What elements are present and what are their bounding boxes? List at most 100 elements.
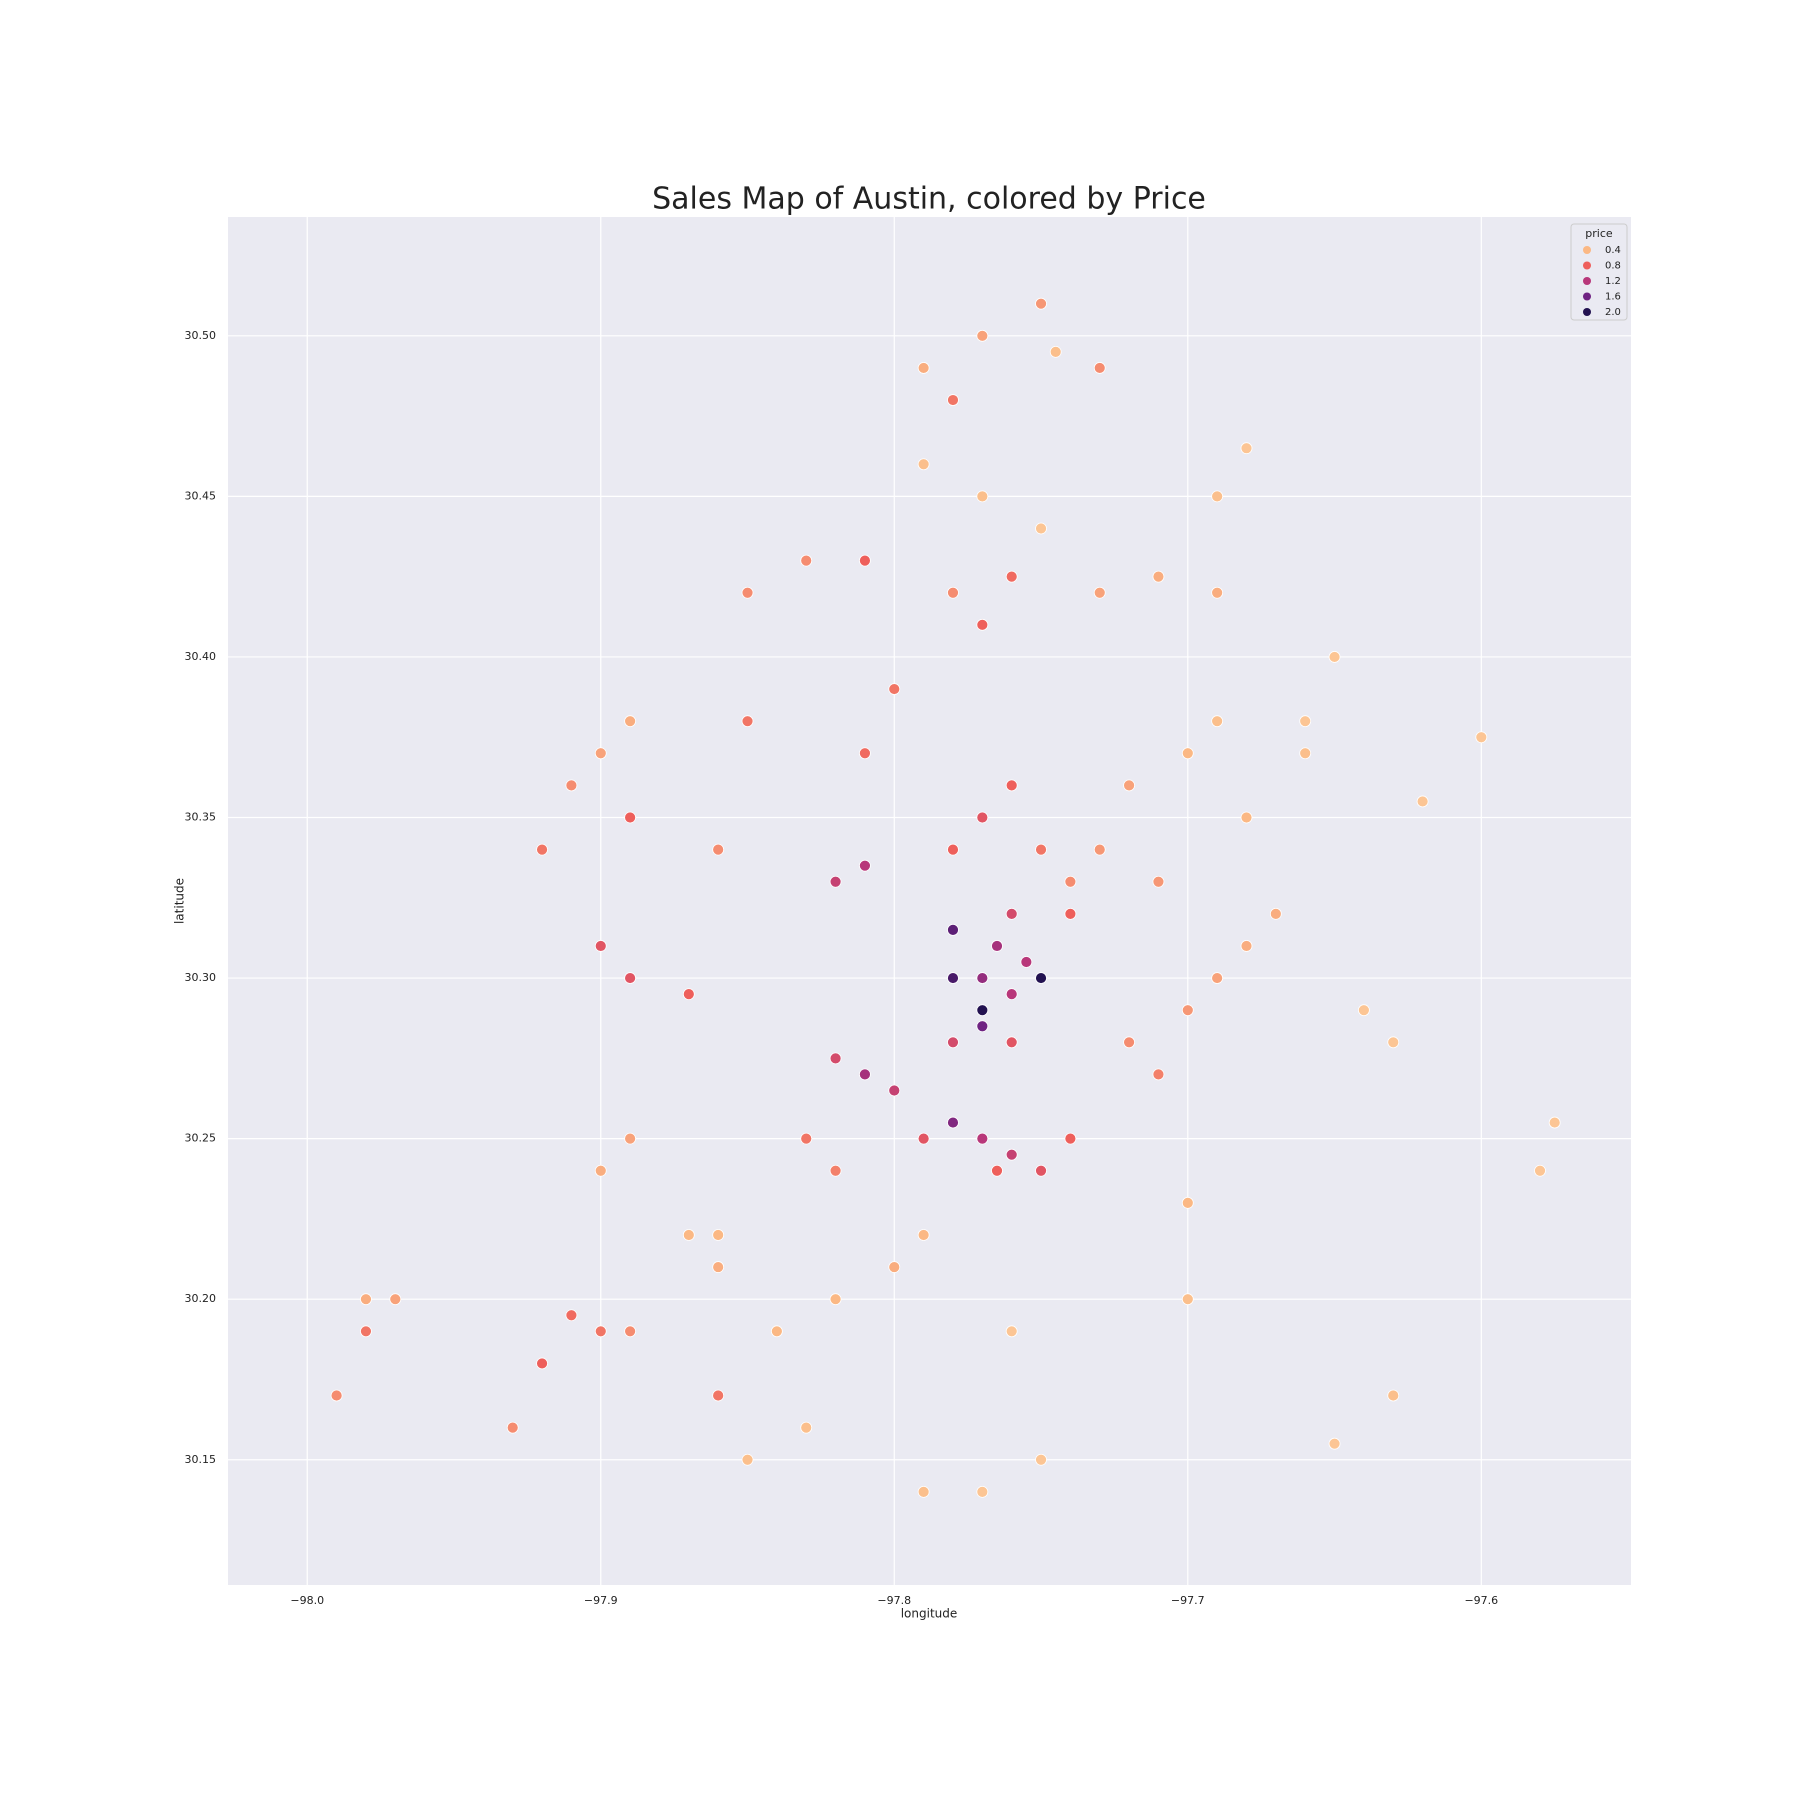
point <box>624 1325 637 1338</box>
point <box>947 924 959 936</box>
point <box>976 618 989 631</box>
chart-title: Sales Map of Austin, colored by Price <box>652 182 1206 217</box>
point <box>1035 972 1047 984</box>
point <box>1534 1164 1546 1177</box>
x-tick-label: −97.6 <box>1464 1594 1498 1607</box>
point <box>1093 362 1106 374</box>
point <box>1152 1068 1165 1081</box>
plot-area <box>228 217 1631 1585</box>
point <box>917 1229 930 1241</box>
legend-label: 0.4 <box>1605 245 1621 256</box>
point <box>1240 442 1253 455</box>
y-tick-label: 30.20 <box>185 1292 217 1305</box>
point <box>947 1116 959 1129</box>
point <box>1240 811 1253 824</box>
point <box>947 586 959 599</box>
legend-marker <box>1583 261 1591 270</box>
point <box>1005 1325 1018 1338</box>
point <box>859 1068 871 1081</box>
point <box>976 490 989 503</box>
point <box>1035 1164 1047 1177</box>
point <box>741 586 754 599</box>
point <box>829 1052 842 1065</box>
point <box>976 1132 989 1145</box>
point <box>565 779 578 792</box>
point <box>888 683 901 695</box>
point <box>1005 988 1018 1001</box>
point <box>1181 1004 1194 1017</box>
legend-label: 1.2 <box>1605 276 1621 287</box>
point <box>1035 1453 1047 1466</box>
y-tick-label: 30.50 <box>185 329 217 342</box>
point <box>330 1389 343 1402</box>
point <box>624 715 637 728</box>
point <box>741 715 754 728</box>
point <box>1328 651 1341 663</box>
point <box>1152 570 1165 583</box>
legend-marker <box>1583 292 1591 301</box>
point <box>1240 940 1253 952</box>
point <box>712 1261 725 1273</box>
point <box>1548 1116 1561 1129</box>
point <box>859 554 871 567</box>
point <box>829 1164 842 1177</box>
point <box>888 1261 901 1273</box>
point <box>594 1325 607 1338</box>
point <box>1211 586 1224 599</box>
y-tick-label: 30.15 <box>185 1453 217 1466</box>
point <box>594 940 607 952</box>
point <box>1035 843 1047 856</box>
point <box>624 972 637 984</box>
point <box>917 458 930 471</box>
point <box>712 843 725 856</box>
point <box>800 554 813 567</box>
legend-label: 2.0 <box>1605 307 1621 318</box>
point <box>1005 779 1018 792</box>
point <box>360 1293 372 1306</box>
y-tick-label: 30.35 <box>185 811 217 824</box>
point <box>1387 1389 1400 1402</box>
point <box>1035 522 1047 535</box>
point <box>917 1485 930 1498</box>
y-tick-label: 30.40 <box>185 650 217 663</box>
point <box>917 1132 930 1145</box>
point <box>976 811 989 824</box>
point <box>859 859 871 872</box>
point <box>741 1453 754 1466</box>
point <box>1093 843 1106 856</box>
point <box>1049 345 1062 358</box>
point <box>1093 586 1106 599</box>
point <box>1387 1036 1400 1049</box>
point <box>859 747 871 760</box>
point <box>947 843 959 856</box>
point <box>536 1357 548 1370</box>
x-axis-label: longitude <box>901 1607 958 1621</box>
point <box>770 1325 783 1338</box>
point <box>976 1485 989 1498</box>
point <box>682 1229 695 1241</box>
point <box>1181 1196 1194 1209</box>
point <box>536 843 548 856</box>
y-tick-label: 30.45 <box>185 489 217 502</box>
point <box>1358 1004 1370 1017</box>
point <box>1035 297 1047 310</box>
point <box>1064 875 1077 888</box>
legend-marker <box>1583 277 1591 285</box>
point <box>565 1309 578 1322</box>
legend-marker <box>1583 308 1591 316</box>
y-tick-label: 30.30 <box>185 971 217 984</box>
point <box>624 811 637 824</box>
point <box>991 940 1003 952</box>
point <box>1123 779 1135 792</box>
point <box>1005 1036 1018 1049</box>
point <box>976 972 989 984</box>
y-axis-label: latitude <box>173 878 187 924</box>
point <box>1475 731 1488 744</box>
point <box>947 1036 959 1049</box>
legend-title: price <box>1585 227 1613 240</box>
point <box>1064 907 1077 920</box>
legend-label: 0.8 <box>1605 261 1621 272</box>
point <box>1328 1437 1341 1450</box>
point <box>1181 1293 1194 1306</box>
